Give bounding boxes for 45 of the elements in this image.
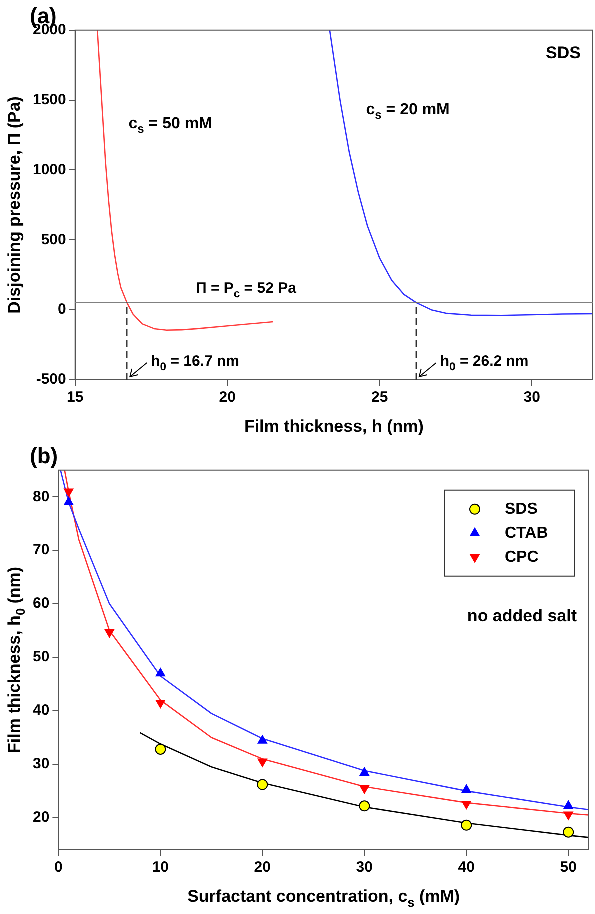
point — [359, 800, 370, 812]
annotation: SDS — [546, 43, 582, 62]
y-tick-label: 500 — [41, 231, 66, 248]
legend-label: CTAB — [505, 524, 548, 542]
point — [360, 768, 370, 776]
y-tick-label: 20 — [32, 809, 50, 826]
point — [155, 744, 166, 755]
point — [564, 812, 574, 820]
point — [257, 779, 268, 790]
point — [564, 800, 574, 810]
point — [461, 820, 472, 831]
y-tick-label: 1000 — [32, 161, 66, 178]
x-tick-label: 20 — [254, 859, 271, 876]
chart-title: (b) — [30, 443, 58, 468]
y-tick-label: 40 — [32, 702, 50, 720]
y-axis-title: Disjoining pressure, Π (Pa) — [5, 96, 24, 314]
y-tick-label: 1500 — [32, 91, 66, 108]
x-axis-title: Film thickness, h (nm) — [244, 417, 424, 436]
point — [258, 758, 268, 768]
x-tick-label: 25 — [372, 389, 388, 406]
point — [156, 668, 166, 677]
y-tick-label: 60 — [32, 595, 50, 612]
y-tick-label: 30 — [32, 756, 50, 773]
x-tick-label: 40 — [458, 859, 475, 876]
x-tick-label: 15 — [67, 389, 84, 406]
point — [462, 784, 472, 794]
annotation: no added salt — [467, 606, 578, 626]
y-axis-title: Film thickness, h0 (nm) — [5, 566, 28, 754]
y-tick-label: -500 — [36, 371, 66, 388]
point — [156, 700, 166, 708]
x-tick-label: 50 — [560, 859, 577, 876]
x-tick-label: 30 — [524, 389, 540, 406]
y-tick-label: 0 — [58, 301, 66, 318]
point — [360, 786, 370, 794]
x-tick-label: 20 — [219, 389, 236, 406]
legend-label: SDS — [505, 500, 538, 518]
point — [64, 488, 74, 498]
point — [563, 826, 574, 838]
x-tick-label: 30 — [356, 859, 373, 876]
y-tick-label: 70 — [32, 542, 50, 559]
y-tick-label: 50 — [32, 648, 50, 666]
legend-label: CPC — [505, 548, 540, 566]
x-tick-label: 10 — [152, 859, 170, 876]
y-tick-label: 80 — [32, 488, 50, 506]
point — [104, 629, 115, 638]
